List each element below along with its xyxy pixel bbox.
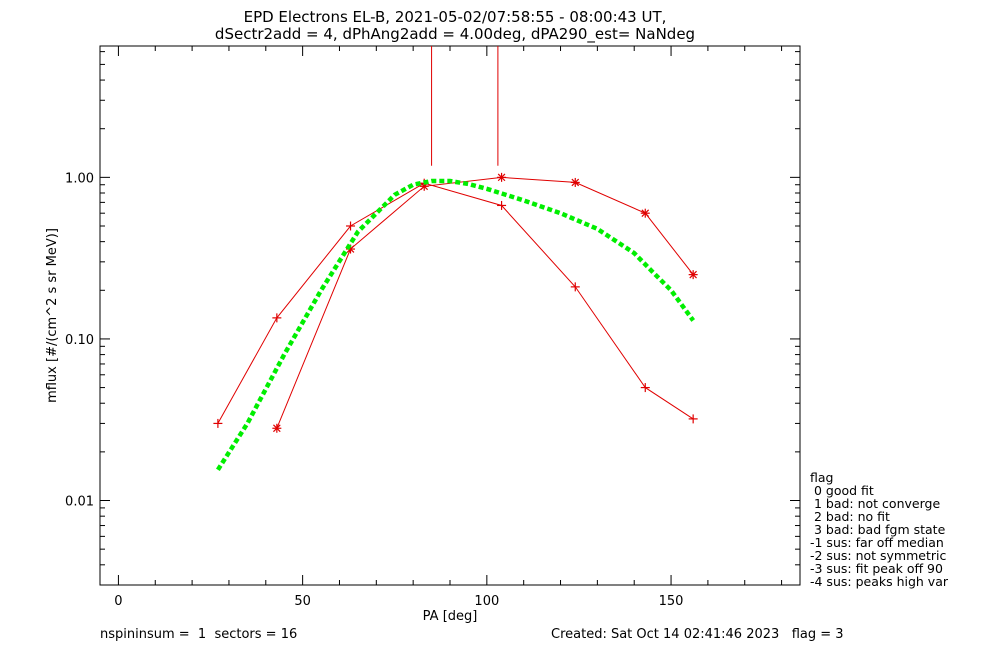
legend-item-4: -1 sus: far off median [810, 535, 944, 550]
plus-marker [570, 282, 580, 292]
y-tick-label: 0.10 [65, 333, 94, 348]
x-tick-label: 150 [659, 594, 684, 609]
series-line-0 [217, 182, 694, 424]
legend-item-3: 3 bad: bad fgm state [810, 522, 946, 537]
asterisk-marker [688, 270, 698, 280]
legend-item-5: -2 sus: not symmetric [810, 548, 947, 563]
legend-item-0: 0 good fit [810, 483, 874, 498]
fit-curve [216, 178, 696, 472]
footer-created-info: Created: Sat Oct 14 02:41:46 2023 flag =… [551, 627, 844, 642]
x-tick-label: 50 [294, 594, 311, 609]
plus-marker [213, 418, 223, 428]
plus-marker [272, 313, 282, 323]
asterisk-marker [570, 177, 580, 187]
plot-frame [99, 45, 801, 586]
legend-item-2: 2 bad: no fit [810, 509, 890, 524]
plus-marker [346, 221, 356, 231]
series-line-1 [276, 176, 694, 429]
footer-spin-info: nspininsum = 1 sectors = 16 [100, 627, 298, 642]
asterisk-marker [497, 172, 507, 182]
x-axis-label: PA [deg] [423, 609, 478, 624]
y-tick-label: 0.01 [65, 495, 94, 510]
x-tick-label: 100 [474, 594, 499, 609]
flag-legend: flag 0 good fit 1 bad: not converge 2 ba… [810, 471, 948, 588]
y-tick-label: 1.00 [65, 171, 94, 186]
plus-marker [640, 383, 650, 393]
chart-title-line1: EPD Electrons EL-B, 2021-05-02/07:58:55 … [244, 8, 667, 26]
chart-title-line2: dSectr2add = 4, dPhAng2add = 4.00deg, dP… [215, 25, 695, 44]
asterisk-marker [272, 423, 282, 433]
legend-title: flag [810, 470, 834, 485]
legend-item-7: -4 sus: peaks high var [810, 574, 949, 589]
asterisk-marker [640, 208, 650, 218]
plus-marker [497, 200, 507, 210]
y-axis-label: mflux [#/(cm^2 s sr MeV)] [45, 228, 60, 403]
legend-item-1: 1 bad: not converge [810, 496, 941, 511]
legend-item-6: -3 sus: fit peak off 90 [810, 561, 943, 576]
plus-marker [688, 414, 698, 424]
x-tick-label: 0 [114, 594, 122, 609]
